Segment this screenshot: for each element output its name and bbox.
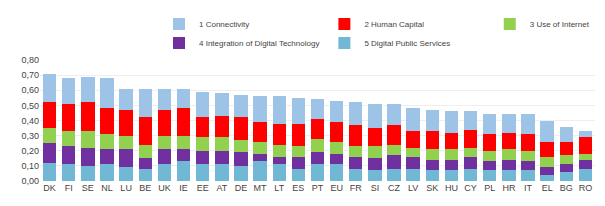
- svg-text:0,60: 0,60: [21, 85, 39, 95]
- svg-text:FI: FI: [65, 183, 73, 193]
- svg-text:0,50: 0,50: [21, 101, 39, 111]
- svg-text:0,70: 0,70: [21, 70, 39, 80]
- svg-text:5 Digital Public Services: 5 Digital Public Services: [364, 39, 450, 48]
- svg-text:IE: IE: [179, 183, 188, 193]
- svg-text:0,00: 0,00: [21, 176, 39, 186]
- svg-text:HU: HU: [445, 183, 458, 193]
- svg-text:3 Use of Internet: 3 Use of Internet: [530, 20, 590, 29]
- svg-text:PT: PT: [312, 183, 324, 193]
- svg-text:DK: DK: [43, 183, 56, 193]
- svg-text:EE: EE: [197, 183, 209, 193]
- svg-text:LU: LU: [120, 183, 132, 193]
- svg-text:4 Integration of Digital Techn: 4 Integration of Digital Technology: [199, 39, 319, 48]
- svg-text:NL: NL: [101, 183, 113, 193]
- svg-text:SE: SE: [82, 183, 94, 193]
- svg-text:0,30: 0,30: [21, 131, 39, 141]
- svg-text:0,10: 0,10: [21, 161, 39, 171]
- svg-text:SK: SK: [426, 183, 438, 193]
- svg-text:FR: FR: [350, 183, 362, 193]
- svg-text:1 Connectivity: 1 Connectivity: [199, 20, 249, 29]
- svg-text:0,40: 0,40: [21, 116, 39, 126]
- svg-text:2 Human Capital: 2 Human Capital: [364, 20, 424, 29]
- svg-text:PL: PL: [484, 183, 495, 193]
- svg-text:AT: AT: [216, 183, 227, 193]
- svg-text:MT: MT: [254, 183, 267, 193]
- svg-text:ES: ES: [292, 183, 304, 193]
- svg-text:SI: SI: [371, 183, 380, 193]
- svg-text:CZ: CZ: [388, 183, 400, 193]
- svg-text:CY: CY: [464, 183, 477, 193]
- svg-text:UK: UK: [158, 183, 171, 193]
- svg-text:LV: LV: [408, 183, 418, 193]
- svg-text:LT: LT: [274, 183, 284, 193]
- svg-text:EL: EL: [542, 183, 553, 193]
- svg-text:DE: DE: [235, 183, 248, 193]
- svg-text:IT: IT: [524, 183, 533, 193]
- svg-text:BE: BE: [139, 183, 151, 193]
- svg-text:HR: HR: [502, 183, 515, 193]
- svg-text:EU: EU: [330, 183, 343, 193]
- svg-text:RO: RO: [579, 183, 593, 193]
- svg-text:0,20: 0,20: [21, 146, 39, 156]
- svg-text:BG: BG: [560, 183, 573, 193]
- svg-text:0,80: 0,80: [21, 55, 39, 65]
